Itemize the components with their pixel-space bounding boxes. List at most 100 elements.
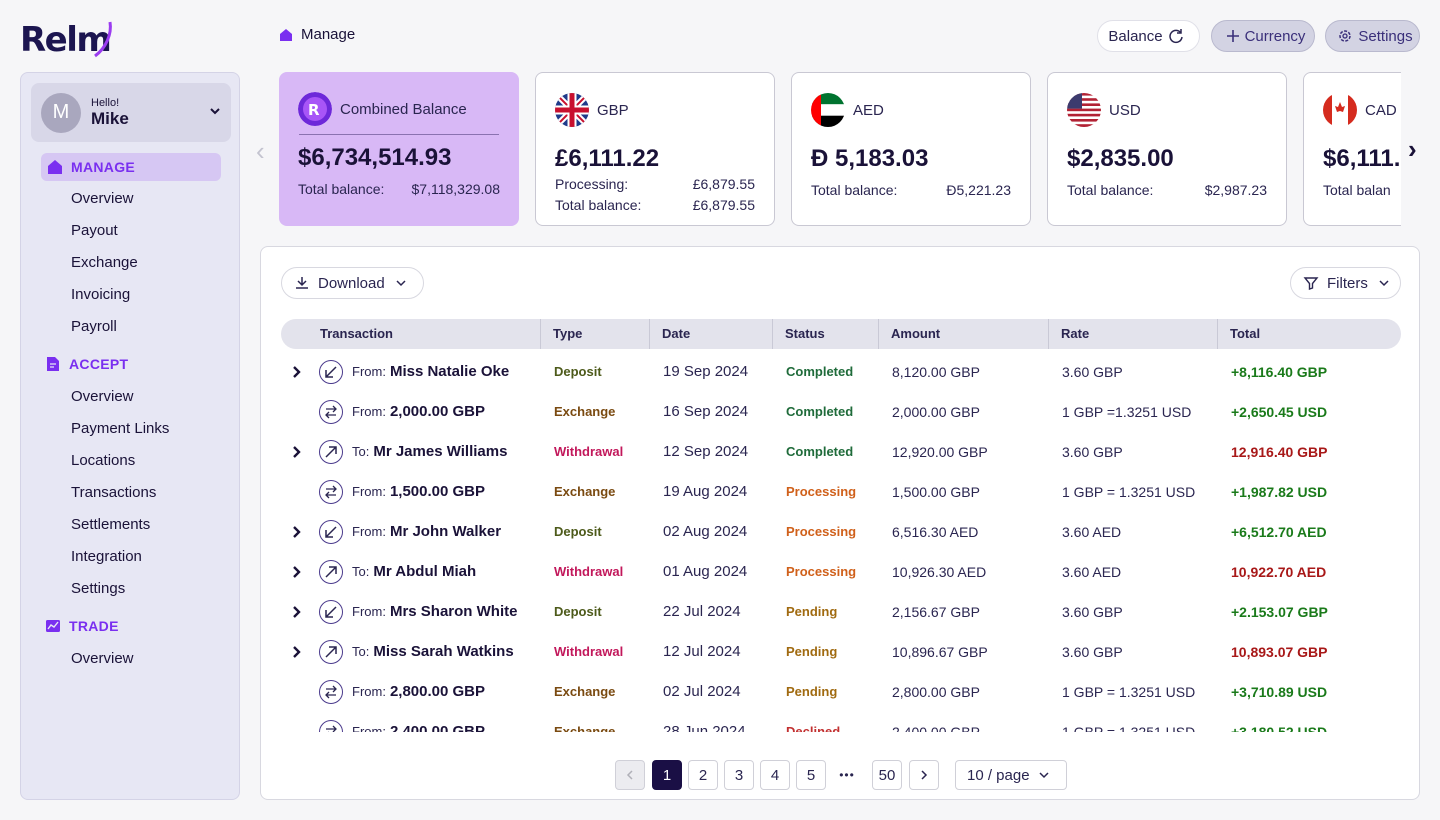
party-name: 1,500.00 GBP [389, 483, 486, 500]
carousel-prev-icon[interactable]: ‹ [256, 136, 265, 166]
expand-chevron-icon[interactable] [291, 365, 303, 379]
sidebar-item-trade-overview[interactable]: Overview [71, 650, 134, 667]
balance-button[interactable]: Balance [1097, 20, 1200, 52]
column-header-transaction[interactable]: Transaction [320, 326, 393, 341]
uae-flag-icon [811, 93, 845, 127]
expand-chevron-icon[interactable] [291, 645, 303, 659]
aed-balance-card[interactable]: AED Đ 5,183.03 Total balance: Đ5,221.23 [791, 72, 1031, 226]
add-currency-button[interactable]: Currency [1211, 20, 1315, 52]
outgoing-arrow-icon [319, 640, 343, 664]
relm-logo[interactable]: Relm [20, 18, 114, 62]
card-title: CAD [1365, 101, 1397, 119]
table-row[interactable]: From: Mrs Sharon White Deposit 22 Jul 2024 P… [261, 592, 1419, 632]
page-button[interactable]: 1 [652, 760, 682, 790]
party-name: Mr Abdul Miah [373, 563, 477, 580]
date-cell: 28 Jun 2024 [663, 723, 746, 732]
download-button[interactable]: Download [281, 267, 424, 299]
user-menu[interactable]: M Hello! Mike [31, 83, 231, 142]
column-header-date[interactable]: Date [649, 319, 690, 349]
date-cell: 19 Sep 2024 [663, 363, 749, 380]
cad-balance-card[interactable]: CAD $6,111.22 Total balan [1303, 72, 1401, 226]
transaction-party[interactable]: From: Mrs Sharon White [352, 592, 517, 632]
table-row[interactable]: From: 2,400.00 GBP Exchange 28 Jun 2024 Decl… [261, 712, 1419, 732]
gbp-balance-card[interactable]: GBP £6,111.22 Processing: £6,879.55 Tota… [535, 72, 775, 226]
combined-balance-card[interactable]: R Combined Balance $6,734,514.93 Total b… [279, 72, 519, 226]
sidebar-section-manage[interactable]: MANAGE [41, 153, 221, 181]
transaction-party[interactable]: To: Mr James Williams [352, 432, 507, 472]
card-processing-row: Processing: £6,879.55 [555, 176, 755, 192]
breadcrumb-label[interactable]: Manage [301, 26, 356, 43]
date-cell: 12 Jul 2024 [663, 643, 741, 660]
total-cell: +2,650.45 USD [1231, 404, 1328, 420]
usd-balance-card[interactable]: USD $2,835.00 Total balance: $2,987.23 [1047, 72, 1287, 226]
transaction-party[interactable]: From: 2,400.00 GBP [352, 712, 485, 732]
sidebar-item-transactions[interactable]: Transactions [71, 484, 157, 501]
transaction-party[interactable]: To: Miss Sarah Watkins [352, 632, 514, 672]
type-cell: Deposit [554, 524, 602, 539]
page-button[interactable]: 3 [724, 760, 754, 790]
sidebar-item-invoicing[interactable]: Invoicing [71, 286, 131, 303]
sidebar-section-trade[interactable]: TRADE [45, 618, 119, 634]
settings-button[interactable]: Settings [1325, 20, 1420, 52]
page-size-select[interactable]: 10 / page [955, 760, 1067, 790]
transaction-party[interactable]: To: Mr Abdul Miah [352, 552, 476, 592]
page-ellipsis[interactable]: ••• [839, 768, 855, 782]
date-cell: 16 Sep 2024 [663, 403, 749, 420]
sidebar-item-payment-links[interactable]: Payment Links [71, 420, 170, 437]
filters-button[interactable]: Filters [1290, 267, 1401, 299]
chevron-left-icon [626, 770, 633, 780]
expand-chevron-icon[interactable] [291, 525, 303, 539]
card-amount: £6,111.22 [555, 145, 660, 172]
column-header-rate[interactable]: Rate [1048, 319, 1089, 349]
total-cell: 10,922.70 AED [1231, 564, 1327, 580]
column-header-type[interactable]: Type [540, 319, 582, 349]
next-page-button[interactable] [909, 760, 939, 790]
incoming-arrow-icon [319, 360, 343, 384]
column-header-status[interactable]: Status [772, 319, 825, 349]
amount-cell: 2,800.00 GBP [892, 684, 980, 700]
type-cell: Exchange [554, 484, 616, 499]
sidebar-item-accept-settings[interactable]: Settings [71, 580, 126, 597]
sidebar-item-manage-overview[interactable]: Overview [71, 190, 134, 207]
table-row[interactable]: From: 1,500.00 GBP Exchange 19 Aug 2024 Proc… [261, 472, 1419, 512]
carousel-next-icon[interactable]: › [1408, 134, 1417, 164]
expand-chevron-icon[interactable] [291, 605, 303, 619]
prev-page-button[interactable] [615, 760, 645, 790]
sidebar-item-accept-overview[interactable]: Overview [71, 388, 134, 405]
card-total-label: Total balan [1323, 182, 1391, 198]
sidebar-item-payroll[interactable]: Payroll [71, 318, 117, 335]
sidebar-item-payout[interactable]: Payout [71, 222, 118, 239]
table-row[interactable]: To: Mr Abdul Miah Withdrawal 01 Aug 2024 Pro… [261, 552, 1419, 592]
transaction-party[interactable]: From: 1,500.00 GBP [352, 472, 485, 512]
status-badge: Processing [786, 524, 857, 539]
page-button[interactable]: 2 [688, 760, 718, 790]
expand-chevron-icon[interactable] [291, 565, 303, 579]
rate-cell: 3.60 GBP [1062, 644, 1123, 660]
table-row[interactable]: From: 2,000.00 GBP Exchange 16 Sep 2024 Comp… [261, 392, 1419, 432]
sidebar-item-integration[interactable]: Integration [71, 548, 142, 565]
total-cell: +3,180.52 USD [1231, 724, 1328, 732]
exchange-arrows-icon [319, 680, 343, 704]
last-page-button[interactable]: 50 [872, 760, 902, 790]
table-row[interactable]: To: Miss Sarah Watkins Withdrawal 12 Jul 20… [261, 632, 1419, 672]
sidebar-section-accept[interactable]: ACCEPT [45, 356, 128, 372]
table-row[interactable]: From: Miss Natalie Oke Deposit 19 Sep 2024 C… [261, 352, 1419, 392]
table-body: From: Miss Natalie Oke Deposit 19 Sep 2024 C… [261, 352, 1419, 732]
transaction-party[interactable]: From: 2,800.00 GBP [352, 672, 485, 712]
column-header-amount[interactable]: Amount [878, 319, 940, 349]
party-name: Mr James Williams [373, 443, 508, 460]
transaction-party[interactable]: From: Miss Natalie Oke [352, 352, 509, 392]
sidebar-item-settlements[interactable]: Settlements [71, 516, 151, 533]
column-header-total[interactable]: Total [1217, 319, 1260, 349]
sidebar-item-locations[interactable]: Locations [71, 452, 136, 469]
table-row[interactable]: From: 2,800.00 GBP Exchange 02 Jul 2024 Pend… [261, 672, 1419, 712]
transaction-party[interactable]: From: 2,000.00 GBP [352, 392, 485, 432]
transaction-party[interactable]: From: Mr John Walker [352, 512, 501, 552]
page-button[interactable]: 5 [796, 760, 826, 790]
expand-chevron-icon[interactable] [291, 445, 303, 459]
page-button[interactable]: 4 [760, 760, 790, 790]
sidebar-item-exchange[interactable]: Exchange [71, 254, 138, 271]
outgoing-arrow-icon [319, 440, 343, 464]
table-row[interactable]: To: Mr James Williams Withdrawal 12 Sep 202… [261, 432, 1419, 472]
table-row[interactable]: From: Mr John Walker Deposit 02 Aug 2024 Pro… [261, 512, 1419, 552]
